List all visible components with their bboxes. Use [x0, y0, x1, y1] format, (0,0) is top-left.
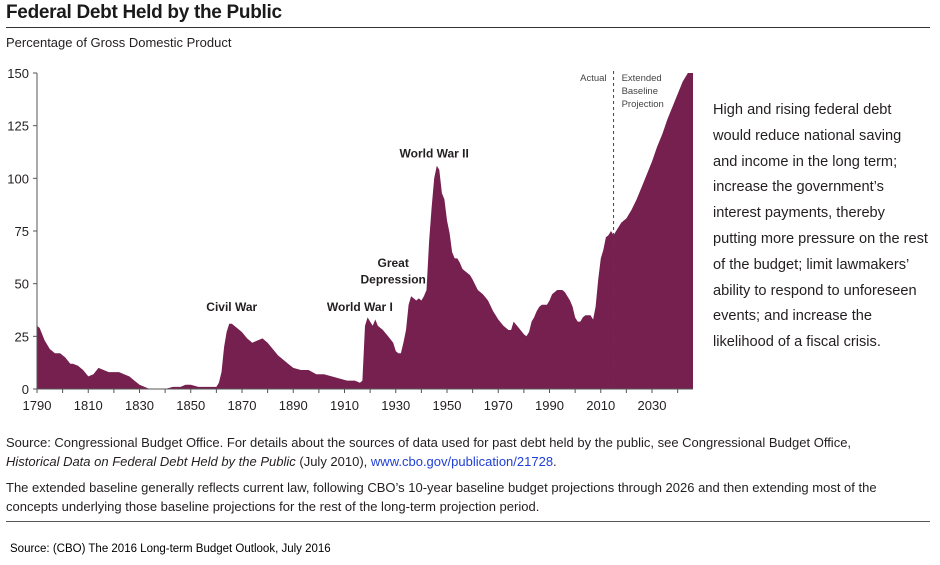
commentary-text: High and rising federal debt would reduc…	[713, 102, 928, 351]
x-tick-label: 1910	[330, 398, 359, 413]
debt-area-chart: 0 25 50 75 100 125 150 1790 1810 1830 1850 1870 1890…	[7, 66, 693, 413]
chart-subtitle: Percentage of Gross Domestic Product	[6, 35, 232, 50]
source-period: .	[553, 454, 557, 469]
projection-label: Baseline	[622, 86, 658, 97]
x-tick-label: 1970	[484, 398, 513, 413]
source-date: (July 2010),	[295, 454, 371, 469]
event-annotation: Civil War	[206, 300, 257, 314]
actual-label: Actual	[580, 73, 606, 84]
y-tick-label: 125	[7, 119, 29, 134]
x-tick-label: 1790	[23, 398, 52, 413]
x-tick-label: 2030	[638, 398, 667, 413]
x-tick-label: 1810	[74, 398, 103, 413]
event-annotation: Great	[378, 256, 409, 270]
x-tick-label: 1890	[279, 398, 308, 413]
event-annotation: Depression	[361, 273, 426, 287]
y-tick-label: 50	[15, 277, 29, 292]
source-text: Source: Congressional Budget Office. For…	[6, 435, 852, 450]
y-tick-label: 100	[7, 171, 29, 186]
projection-label: Extended	[622, 73, 662, 84]
source-publication-title: Historical Data on Federal Debt Held by …	[6, 454, 296, 469]
x-tick-label: 1850	[176, 398, 205, 413]
event-annotation: World War I	[327, 300, 393, 314]
baseline-note: The extended baseline generally reflects…	[6, 480, 877, 514]
footer-source: Source: (CBO) The 2016 Long-term Budget …	[10, 543, 331, 555]
source-link[interactable]: www.cbo.gov/publication/21728	[370, 454, 554, 469]
title-rule	[6, 27, 930, 28]
x-tick-label: 1830	[125, 398, 154, 413]
source-note: Source: Congressional Budget Office. For…	[6, 433, 932, 471]
debt-area	[37, 73, 693, 389]
y-tick-label: 150	[7, 66, 29, 81]
footer-rule	[6, 521, 930, 522]
x-tick-label: 1950	[433, 398, 462, 413]
y-tick-label: 75	[15, 224, 29, 239]
x-tick-label: 1870	[228, 398, 257, 413]
event-annotation: World War II	[400, 146, 469, 160]
projection-label: Projection	[622, 99, 664, 110]
x-tick-label: 1990	[535, 398, 564, 413]
y-tick-label: 0	[22, 382, 29, 397]
y-tick-label: 25	[15, 329, 29, 344]
x-tick-label: 2010	[586, 398, 615, 413]
chart-title: Federal Debt Held by the Public	[6, 2, 282, 23]
x-tick-label: 1930	[381, 398, 410, 413]
